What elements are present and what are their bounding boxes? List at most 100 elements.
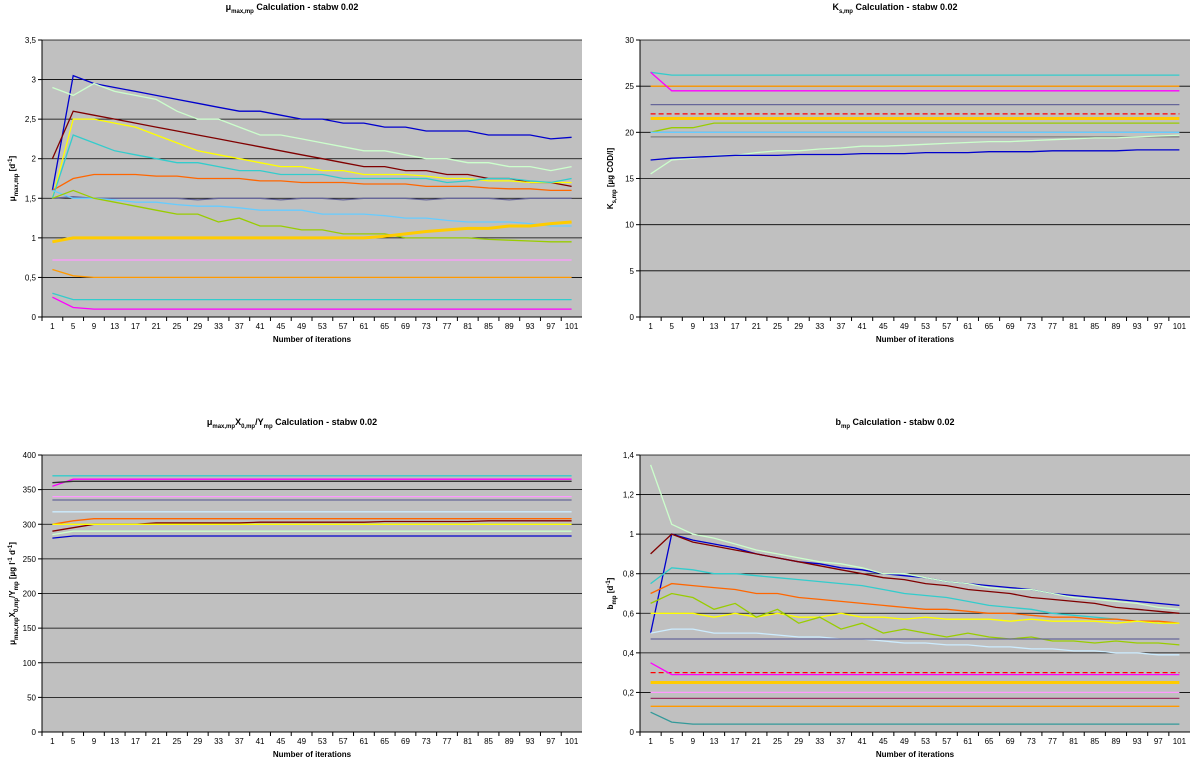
y-tick-label: 1,4: [623, 451, 635, 460]
series-line: [52, 173, 572, 192]
series-line: [52, 518, 572, 525]
series-line: [51, 74, 572, 191]
y-tick-label: 1,2: [623, 491, 635, 500]
x-tick-label: 49: [900, 737, 909, 746]
y-tick-label: 15: [625, 175, 634, 184]
series-line: [650, 71, 1180, 92]
x-tick-label: 45: [879, 737, 888, 746]
x-tick-label: 29: [193, 737, 202, 746]
x-tick-label: 73: [1027, 322, 1036, 331]
x-tick-label: 37: [837, 322, 846, 331]
series-line: [650, 582, 1180, 624]
x-tick-label: 17: [131, 322, 140, 331]
y-tick-label: 0: [32, 313, 37, 322]
series-line: [650, 567, 1180, 624]
x-tick-label: 37: [235, 737, 244, 746]
y-axis-title-part: mp: [612, 595, 618, 604]
y-axis-title-part: [µg l: [8, 563, 17, 582]
y-tick-label: 1: [630, 530, 635, 539]
y-tick-label: 3,5: [25, 36, 37, 45]
chart-title-part: 0,mp: [241, 424, 255, 430]
x-tick-label: 49: [297, 737, 306, 746]
chart-title-part: /Y: [255, 417, 264, 427]
y-axis-title-part: X: [8, 611, 17, 617]
x-tick-label: 61: [963, 737, 972, 746]
x-tick-label: 37: [837, 737, 846, 746]
y-axis-title-part: max,mp: [14, 617, 20, 640]
y-axis-title-part: K: [606, 203, 615, 209]
y-axis-title-part: [d: [8, 164, 17, 174]
y-tick-label: 0,5: [25, 273, 37, 282]
y-axis-title-part: [d: [606, 586, 615, 596]
x-tick-label: 101: [1173, 322, 1187, 331]
y-tick-label: 5: [630, 267, 635, 276]
y-tick-label: 1,5: [25, 194, 37, 203]
x-axis-title: Number of iterations: [876, 335, 955, 344]
series-line: [51, 118, 572, 199]
series-line: [650, 71, 1180, 76]
x-tick-label: 29: [794, 737, 803, 746]
x-tick-label: 65: [380, 322, 389, 331]
x-tick-label: 89: [505, 322, 514, 331]
x-tick-label: 37: [235, 322, 244, 331]
x-tick-label: 81: [1069, 737, 1078, 746]
y-axis-title-part: -1: [8, 557, 14, 563]
chart-title-part: Calculation - stabw 0.02: [254, 2, 359, 12]
chart-title-part: Calculation - stabw 0.02: [850, 417, 955, 427]
x-tick-label: 1: [50, 737, 55, 746]
x-tick-label: 89: [1112, 737, 1121, 746]
y-tick-label: 200: [23, 590, 37, 599]
y-tick-label: 20: [625, 128, 634, 137]
x-tick-label: 77: [443, 322, 452, 331]
series-line: [52, 189, 572, 227]
y-axis-title-part: μ: [8, 640, 17, 645]
x-tick-label: 93: [526, 737, 535, 746]
y-axis-title: bmp [d-1]: [606, 577, 618, 609]
x-tick-label: 85: [484, 322, 493, 331]
chart-title-part: s,mp: [839, 9, 853, 15]
x-tick-label: 53: [318, 737, 327, 746]
x-tick-label: 5: [670, 737, 675, 746]
series-line: [650, 628, 1180, 656]
chart-title-part: Calculation - stabw 0.02: [853, 2, 958, 12]
series-line: [650, 592, 1180, 646]
x-tick-label: 9: [691, 322, 696, 331]
x-tick-label: 61: [359, 322, 368, 331]
series-line: [52, 292, 572, 301]
y-axis-title-part: -1: [8, 544, 14, 550]
x-tick-label: 57: [942, 322, 951, 331]
x-tick-label: 33: [815, 322, 824, 331]
x-tick-label: 57: [339, 737, 348, 746]
series-line: [649, 533, 1180, 634]
x-tick-label: 69: [1006, 737, 1015, 746]
chart-title-part: mp: [264, 424, 273, 430]
x-tick-label: 69: [401, 737, 410, 746]
series-line: [650, 662, 1180, 676]
x-tick-label: 97: [546, 737, 555, 746]
x-tick-label: 41: [858, 737, 867, 746]
chart-title: bmp Calculation - stabw 0.02: [835, 417, 954, 430]
series-line: [52, 296, 572, 310]
x-tick-label: 25: [773, 322, 782, 331]
x-tick-label: 65: [985, 737, 994, 746]
y-tick-label: 400: [23, 451, 37, 460]
y-axis-title-part: mp: [14, 581, 20, 590]
x-tick-label: 57: [339, 322, 348, 331]
x-tick-label: 97: [1154, 322, 1163, 331]
y-tick-label: 0,4: [623, 649, 635, 658]
x-tick-label: 9: [92, 322, 97, 331]
series-line: [52, 189, 572, 243]
chart-title-part: mp: [841, 424, 850, 430]
y-axis-title-part: d: [8, 550, 17, 557]
x-tick-label: 1: [50, 322, 55, 331]
x-tick-label: 25: [173, 322, 182, 331]
x-tick-label: 29: [794, 322, 803, 331]
y-tick-label: 0,8: [623, 570, 635, 579]
x-tick-label: 25: [173, 737, 182, 746]
x-tick-label: 65: [985, 322, 994, 331]
y-tick-label: 0: [630, 313, 635, 322]
y-tick-label: 25: [625, 82, 634, 91]
x-tick-label: 57: [942, 737, 951, 746]
x-tick-label: 17: [731, 322, 740, 331]
x-tick-label: 5: [71, 322, 76, 331]
